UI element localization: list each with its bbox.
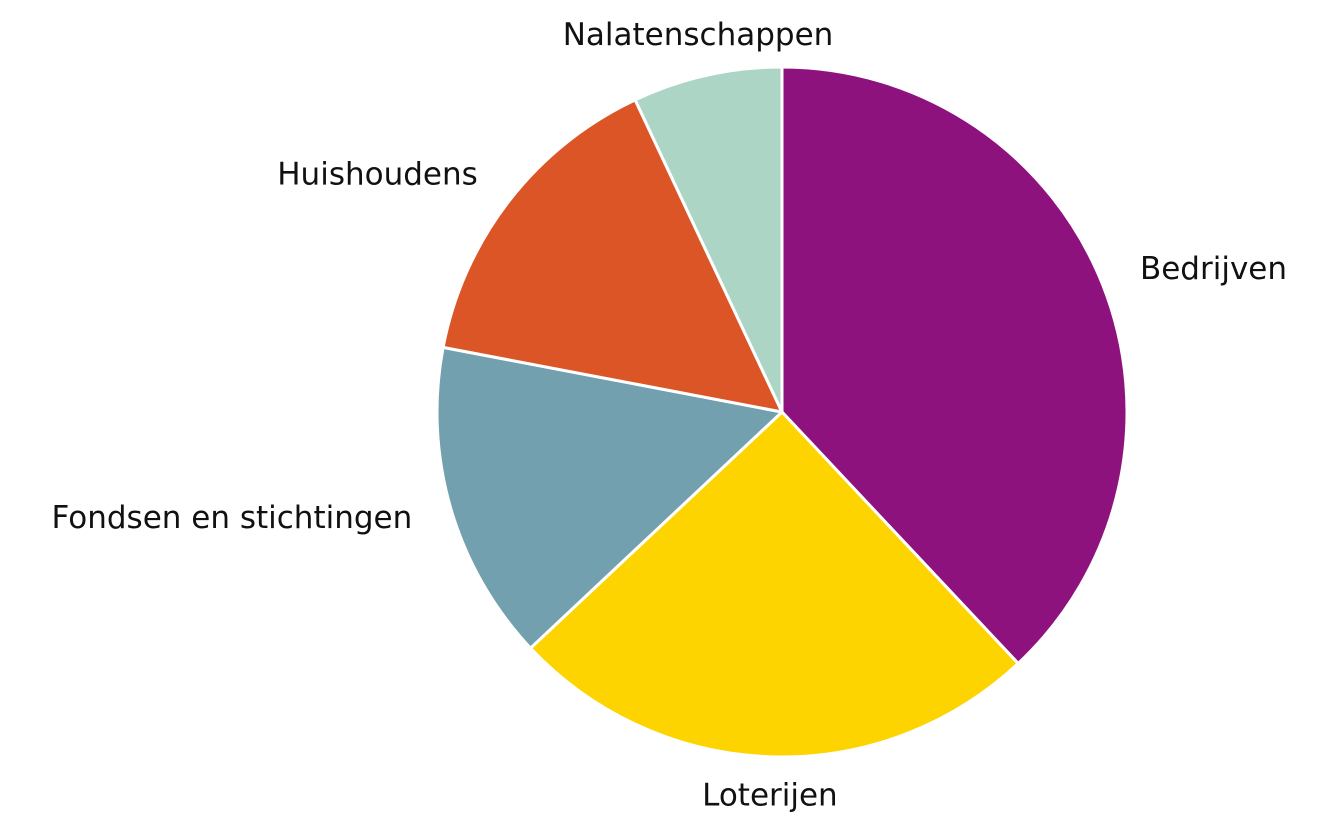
slice-label: Loterijen	[702, 777, 838, 813]
pie-slice	[441, 98, 784, 414]
slice-label: Nalatenschappen	[563, 17, 834, 53]
labels: Bedrijven Loterijen Fondsen en stichtingen…	[52, 17, 1287, 814]
pie	[435, 65, 1129, 759]
pie-slice	[435, 345, 784, 650]
pie-slice	[633, 65, 784, 414]
slice-label: Bedrijven	[1140, 251, 1287, 287]
pie-slice	[529, 410, 1020, 759]
slice-label: Huishoudens	[277, 157, 478, 193]
pie-slice	[780, 65, 1129, 665]
slice-label: Fondsen en stichtingen	[52, 500, 413, 536]
